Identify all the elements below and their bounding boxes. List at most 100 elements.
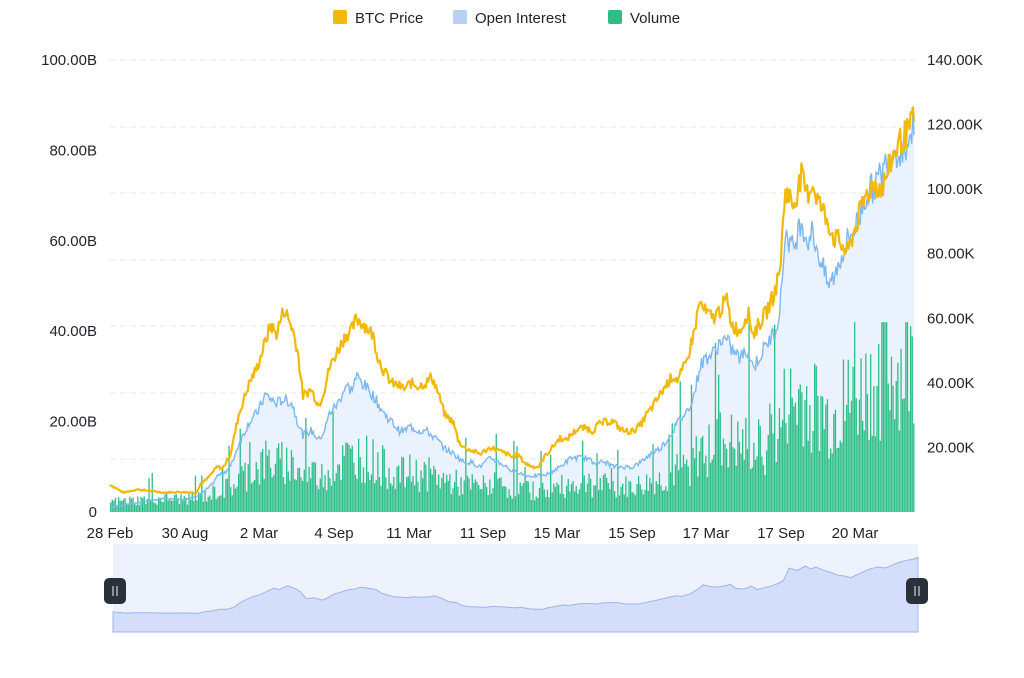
volume-bar bbox=[596, 453, 598, 512]
volume-bar bbox=[457, 486, 459, 512]
volume-bar bbox=[500, 477, 502, 512]
volume-bar bbox=[820, 395, 822, 512]
x-tick-label: 20 Mar bbox=[832, 525, 879, 542]
volume-bar bbox=[561, 474, 563, 512]
volume-bar bbox=[346, 442, 349, 512]
volume-bar bbox=[817, 395, 819, 512]
volume-bar bbox=[898, 430, 901, 512]
legend[interactable]: BTC Price Open Interest Volume bbox=[333, 10, 680, 27]
volume-bar bbox=[766, 450, 768, 512]
volume-bar bbox=[465, 437, 467, 512]
volume-bar bbox=[204, 490, 206, 512]
y-left-tick-label: 80.00B bbox=[49, 142, 97, 159]
volume-bar bbox=[633, 493, 635, 512]
volume-bar bbox=[484, 482, 486, 512]
volume-bar bbox=[726, 448, 728, 512]
volume-bar bbox=[116, 505, 118, 512]
volume-bar bbox=[415, 459, 417, 512]
volume-bar bbox=[895, 381, 897, 512]
volume-bar bbox=[575, 486, 577, 512]
volume-bar bbox=[218, 495, 221, 512]
volume-bar bbox=[327, 470, 329, 512]
volume-bar bbox=[892, 385, 894, 512]
volume-bar bbox=[806, 386, 808, 512]
volume-bar bbox=[495, 433, 497, 512]
volume-bar bbox=[826, 399, 829, 512]
volume-bar bbox=[858, 399, 861, 512]
volume-bar bbox=[476, 482, 478, 512]
y-left-tick-label: 60.00B bbox=[49, 233, 97, 250]
legend-label-btc[interactable]: BTC Price bbox=[355, 10, 423, 27]
navigator-right-handle[interactable] bbox=[906, 578, 928, 604]
volume-bar bbox=[799, 384, 801, 512]
volume-bar bbox=[862, 420, 864, 512]
volume-bar bbox=[249, 442, 251, 512]
volume-bar bbox=[684, 464, 686, 512]
volume-bar bbox=[492, 488, 494, 512]
volume-bar bbox=[478, 485, 480, 512]
volume-bar bbox=[340, 479, 342, 512]
volume-bar bbox=[164, 494, 166, 512]
volume-bar bbox=[578, 489, 581, 512]
volume-bar bbox=[842, 359, 845, 512]
legend-label-volume[interactable]: Volume bbox=[630, 10, 680, 27]
volume-bar bbox=[746, 448, 749, 512]
volume-bar bbox=[599, 477, 601, 512]
volume-bar bbox=[244, 462, 246, 512]
volume-bar bbox=[577, 493, 579, 512]
volume-bar bbox=[780, 427, 782, 512]
volume-bar bbox=[652, 443, 654, 512]
volume-bar bbox=[678, 470, 680, 512]
volume-bar bbox=[414, 485, 416, 512]
volume-bar bbox=[783, 368, 785, 512]
volume-bar bbox=[566, 485, 568, 512]
volume-bar bbox=[436, 484, 438, 512]
volume-bar bbox=[868, 440, 870, 512]
volume-bar bbox=[466, 475, 469, 512]
volume-bar bbox=[193, 501, 195, 512]
volume-bar bbox=[658, 472, 661, 512]
volume-bar bbox=[473, 482, 475, 512]
x-tick-label: 2 Mar bbox=[240, 525, 278, 542]
volume-bar bbox=[591, 497, 593, 512]
volume-bar bbox=[586, 483, 589, 512]
volume-bar bbox=[418, 491, 421, 512]
legend-swatch-oi bbox=[453, 10, 467, 24]
volume-bar bbox=[734, 448, 736, 512]
volume-bar bbox=[572, 481, 574, 512]
open-interest-path bbox=[109, 109, 915, 509]
volume-bar bbox=[345, 442, 347, 512]
volume-bar bbox=[769, 403, 771, 512]
volume-bar bbox=[190, 499, 192, 512]
volume-bar bbox=[615, 497, 617, 512]
volume-bar bbox=[687, 466, 689, 512]
volume-bar bbox=[697, 476, 699, 512]
volume-bar bbox=[745, 417, 747, 512]
volume-bar bbox=[650, 483, 653, 512]
volume-bar bbox=[276, 448, 278, 512]
volume-bar bbox=[809, 405, 811, 512]
volume-bar bbox=[607, 483, 609, 512]
volume-bar bbox=[198, 492, 200, 512]
volume-bar bbox=[767, 434, 769, 512]
volume-bar bbox=[278, 443, 280, 512]
volume-bar bbox=[641, 489, 643, 512]
volume-bar bbox=[818, 451, 821, 512]
volume-bar bbox=[494, 472, 496, 512]
volume-bar bbox=[708, 424, 710, 512]
volume-bar bbox=[508, 489, 510, 512]
navigator[interactable] bbox=[104, 544, 928, 633]
grip-icon[interactable] bbox=[104, 578, 126, 604]
volume-bar bbox=[886, 322, 888, 512]
open-interest-fill bbox=[110, 109, 914, 512]
volume-bar bbox=[535, 496, 537, 512]
navigator-left-handle[interactable] bbox=[104, 578, 126, 604]
volume-bar bbox=[857, 434, 859, 512]
legend-label-oi[interactable]: Open Interest bbox=[475, 10, 567, 27]
volume-bar bbox=[182, 500, 184, 512]
volume-bar bbox=[863, 430, 865, 512]
volume-bar bbox=[306, 481, 309, 512]
volume-bar bbox=[646, 474, 648, 512]
grip-icon[interactable] bbox=[906, 578, 928, 604]
volume-bar bbox=[823, 429, 825, 512]
